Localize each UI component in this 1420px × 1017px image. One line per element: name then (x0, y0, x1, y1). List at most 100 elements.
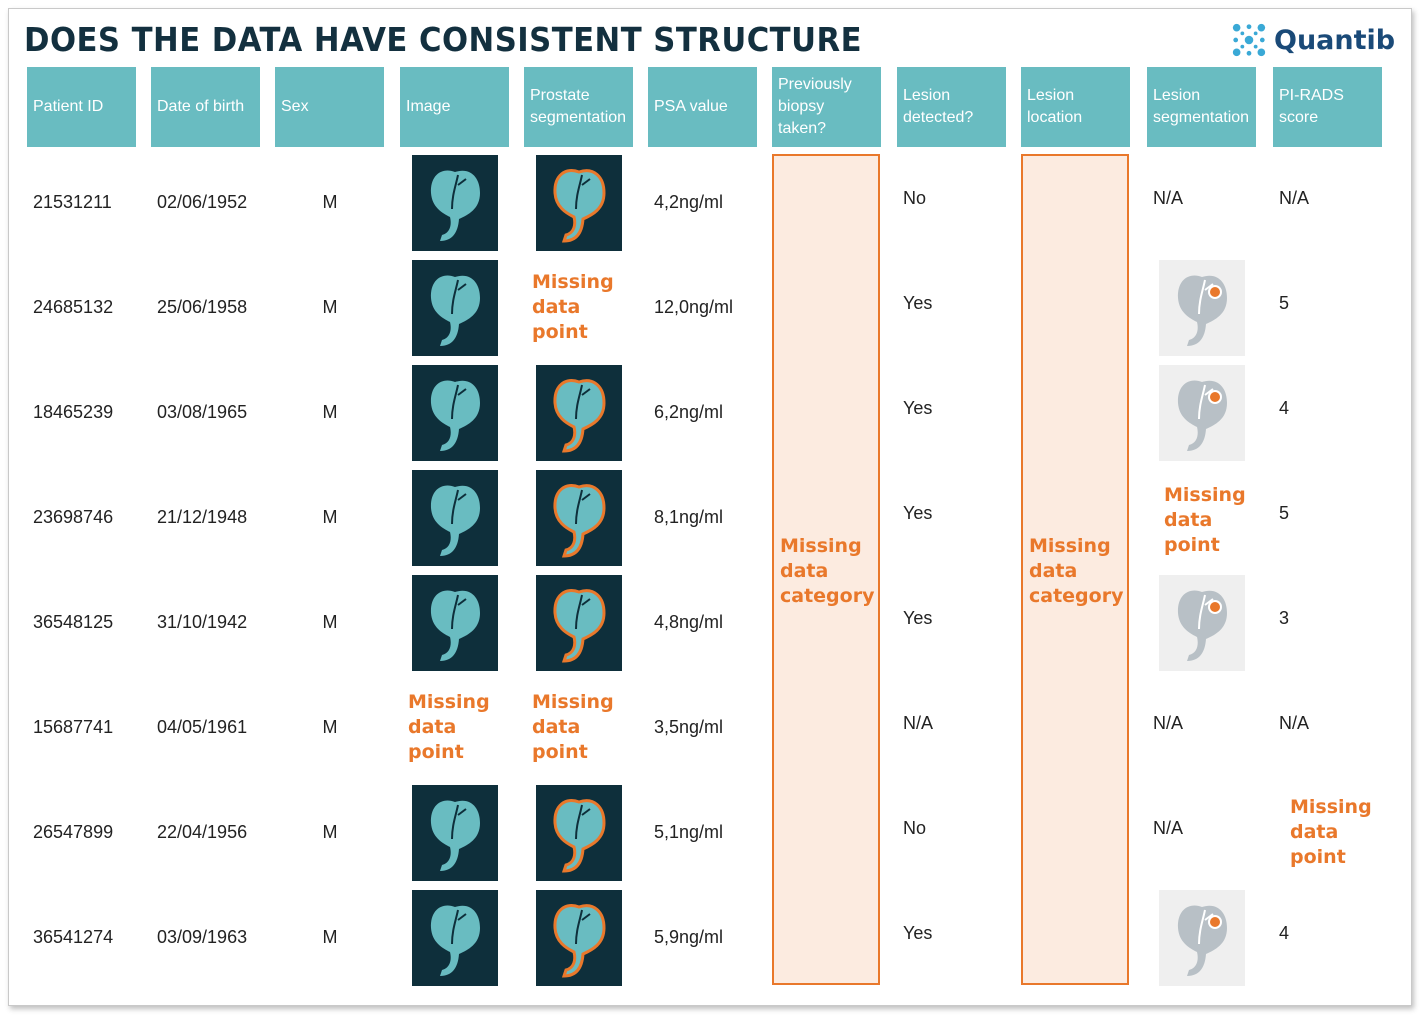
column-header-line: Lesion (1027, 87, 1075, 104)
pirads-score-cell: 3 (1279, 608, 1290, 628)
column-header-line: PI-RADS (1279, 87, 1344, 104)
column-header: Lesion segmentation (1147, 67, 1256, 147)
column-header-line: detected? (903, 109, 974, 126)
date-of-birth-cell: 02/06/1952 (157, 192, 248, 212)
column-header: Date of birth (151, 67, 260, 147)
lesion-thumbnail (1159, 575, 1245, 671)
missing-data-point-line: data (408, 716, 457, 738)
column-header-line: taken? (778, 120, 827, 137)
lesion-detected-cell: N/A (903, 713, 934, 733)
missing-data-point-line: Missing (408, 691, 490, 713)
lesion-segmentation-cell: N/A (1153, 818, 1184, 838)
prostate-thumbnail-graphic (412, 575, 498, 671)
lesion-detected-cell: No (903, 818, 927, 838)
psa-value-cell: 4,2ng/ml (654, 192, 724, 212)
patient-id-cell: 23698746 (33, 507, 114, 527)
missing-data-point-line: data (532, 716, 581, 738)
sex-cell: M (322, 717, 338, 737)
prostate-thumbnail-graphic (536, 155, 622, 251)
missing-data-point-line: data (1164, 509, 1213, 531)
missing-data-point: Missing data point (408, 690, 518, 765)
column-header-line: segmentation (530, 109, 627, 126)
missing-category-line: data (780, 560, 829, 582)
column-header-line: Sex (281, 98, 309, 115)
prostate-thumbnail-graphic (536, 365, 622, 461)
column-header: Lesion location (1021, 67, 1130, 147)
sex-cell: M (322, 822, 338, 842)
patient-id-cell: 18465239 (33, 402, 114, 422)
quantib-logo: Quantib (1230, 20, 1395, 60)
column-header-line: PSA value (654, 98, 728, 115)
column-header-label: Previously biopsy taken? (778, 74, 852, 140)
column-header: Prostate segmentation (524, 67, 633, 147)
lesion-detected-cell: Yes (903, 293, 933, 313)
column-header-label: Prostate segmentation (530, 85, 626, 129)
missing-data-point: Missing data point (532, 270, 642, 345)
prostate-thumbnail-graphic (412, 365, 498, 461)
lesion-thumbnail (1159, 365, 1245, 461)
column-header-label: Lesion location (1027, 85, 1082, 129)
date-of-birth-cell: 03/08/1965 (157, 402, 248, 422)
segmentation-thumbnail (536, 155, 622, 251)
pirads-score-cell: 4 (1279, 398, 1290, 418)
missing-data-point-line: point (532, 321, 588, 343)
missing-category-label: Missing data category (1029, 534, 1129, 609)
pirads-score-cell: 5 (1279, 293, 1290, 313)
column-header: Lesion detected? (897, 67, 1006, 147)
missing-category-line: category (780, 585, 875, 607)
missing-data-point-line: point (532, 741, 588, 763)
segmentation-thumbnail (536, 785, 622, 881)
sex-cell: M (322, 612, 338, 632)
image-thumbnail (412, 470, 498, 566)
prostate-thumbnail-graphic (536, 785, 622, 881)
column-header: Sex (275, 67, 384, 147)
column-header-line: Lesion (903, 87, 951, 104)
date-of-birth-cell: 22/04/1956 (157, 822, 248, 842)
missing-category-column: Missing data category (772, 154, 880, 985)
missing-data-point: Missing data point (1164, 483, 1274, 558)
patient-id-cell: 24685132 (33, 297, 114, 317)
patient-id-cell: 15687741 (33, 717, 114, 737)
logo-text: Quantib (1274, 24, 1396, 56)
date-of-birth-cell: 21/12/1948 (157, 507, 248, 527)
missing-data-point-line: point (1164, 534, 1220, 556)
missing-data-point-line: data (1290, 821, 1339, 843)
lesion-segmentation-cell: N/A (1153, 713, 1184, 733)
sex-cell: M (322, 927, 338, 947)
image-thumbnail (412, 260, 498, 356)
column-header-line: Previously (778, 76, 852, 93)
pirads-score-cell: N/A (1279, 713, 1310, 733)
sex-cell: M (322, 402, 338, 422)
prostate-thumbnail-graphic (536, 470, 622, 566)
lesion-detected-cell: No (903, 188, 927, 208)
lesion-thumbnail-graphic (1159, 260, 1245, 356)
segmentation-thumbnail (536, 890, 622, 986)
prostate-thumbnail-graphic (412, 890, 498, 986)
patient-id-cell: 26547899 (33, 822, 114, 842)
lesion-thumbnail (1159, 260, 1245, 356)
missing-category-line: category (1029, 585, 1124, 607)
image-thumbnail (412, 155, 498, 251)
column-header-label: PI-RADS score (1279, 85, 1344, 129)
psa-value-cell: 5,1ng/ml (654, 822, 724, 842)
column-header-label: Lesion segmentation (1153, 85, 1249, 129)
missing-data-point-line: Missing (532, 271, 614, 293)
pirads-score-cell: 4 (1279, 923, 1290, 943)
lesion-thumbnail (1159, 890, 1245, 986)
missing-data-point: Missing data point (532, 690, 642, 765)
column-header: PI-RADS score (1273, 67, 1382, 147)
quantib-molecule-icon (1232, 23, 1266, 57)
psa-value-cell: 8,1ng/ml (654, 507, 724, 527)
prostate-thumbnail-graphic (536, 575, 622, 671)
prostate-thumbnail-graphic (412, 155, 498, 251)
column-header-line: biopsy (778, 98, 825, 115)
missing-category-column: Missing data category (1021, 154, 1129, 985)
missing-category-label: Missing data category (780, 534, 880, 609)
psa-value-cell: 5,9ng/ml (654, 927, 724, 947)
column-header-label: Date of birth (157, 96, 244, 118)
psa-value-cell: 12,0ng/ml (654, 297, 734, 317)
lesion-detected-cell: Yes (903, 923, 933, 943)
pirads-score-cell: N/A (1279, 188, 1310, 208)
column-header-label: Image (406, 96, 450, 118)
psa-value-cell: 3,5ng/ml (654, 717, 724, 737)
